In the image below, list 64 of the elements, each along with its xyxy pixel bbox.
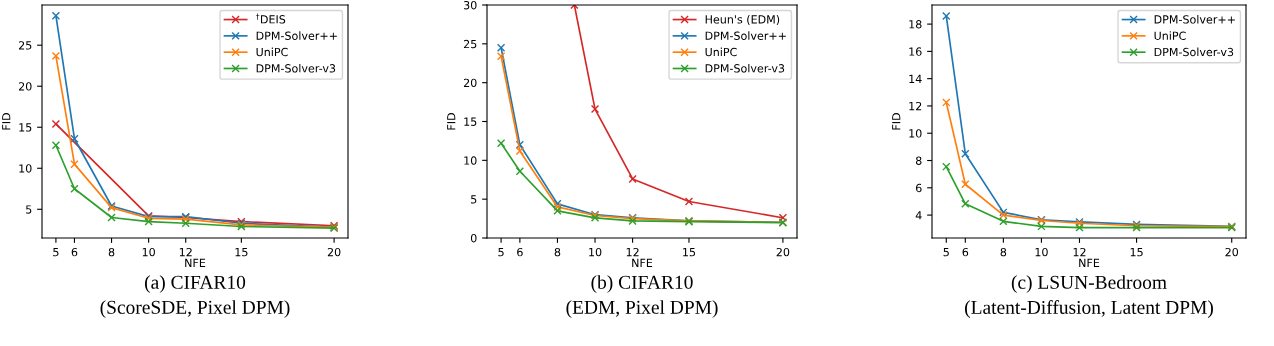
y-tick-label: 20	[463, 78, 477, 88]
legend-label: DPM-Solver++	[256, 31, 337, 40]
y-tick-label: 18	[909, 20, 922, 29]
x-tick-label: 15	[683, 248, 696, 257]
text: (c) LSUN-Bedroom	[1011, 275, 1167, 293]
text: (EDM, Pixel DPM)	[566, 300, 718, 318]
x-tick-label: 5	[53, 248, 59, 257]
y-tick-label: 5	[26, 205, 32, 214]
legend-label: $^{†}$DEIS	[255, 13, 286, 24]
x-tick-label: 8	[108, 247, 115, 257]
y-tick-label: 30	[463, 0, 477, 10]
x-tick-label: 6	[962, 247, 969, 257]
y-tick-label: 16	[909, 47, 922, 56]
x-tick-label: 8	[554, 247, 561, 257]
y-tick-label: 10	[909, 129, 922, 138]
y-tick-label: 4	[915, 211, 922, 220]
y-tick-label: 25	[18, 41, 32, 50]
text: (ScoreSDE, Pixel DPM)	[100, 300, 290, 318]
x-axis-title: NFE	[632, 258, 653, 267]
x-tick-label: 5	[498, 248, 504, 257]
legend-label: DPM-Solver-v3	[256, 63, 336, 73]
y-tick-label: 20	[18, 82, 32, 91]
x-tick-label: 12	[626, 247, 639, 257]
x-tick-label: 12	[1073, 247, 1086, 257]
x-tick-label: 15	[1130, 248, 1143, 257]
y-tick-label: 10	[464, 156, 477, 165]
x-tick-label: 6	[71, 247, 78, 257]
y-tick-label: 25	[463, 39, 477, 49]
legend-label: UniPC	[705, 47, 737, 57]
y-tick-label: 14	[909, 74, 922, 83]
x-tick-label: 10	[589, 247, 602, 257]
x-tick-label: 20	[327, 247, 341, 257]
legend-label: DPM-Solver-v3	[1154, 47, 1234, 57]
legend-label: UniPC	[1154, 31, 1186, 40]
legend-label: DPM-Solver++	[705, 31, 786, 40]
y-tick-label: 12	[909, 101, 922, 111]
x-tick-label: 8	[1000, 247, 1007, 257]
x-tick-label: 10	[142, 247, 155, 257]
x-axis-title: NFE	[185, 258, 206, 267]
y-tick-label: 10	[19, 164, 32, 173]
legend-label: UniPC	[256, 47, 288, 57]
y-tick-label: 5	[471, 195, 477, 204]
y-tick-label: 15	[464, 117, 477, 126]
x-tick-label: 15	[235, 248, 248, 257]
y-axis-title: FID	[447, 113, 456, 130]
x-axis-title: NFE	[1079, 258, 1100, 267]
x-tick-label: 6	[517, 247, 523, 257]
y-tick-label: 0	[470, 233, 477, 243]
x-tick-label: 5	[943, 248, 949, 257]
legend-label: Heun's (EDM)	[705, 15, 780, 25]
legend-label: DPM-Solver-v3	[705, 63, 785, 73]
y-tick-label: 8	[915, 156, 922, 165]
x-tick-label: 12	[179, 247, 192, 257]
y-axis-title: FID	[892, 113, 901, 130]
x-tick-label: 20	[1225, 247, 1239, 257]
legend-label: DPM-Solver++	[1154, 15, 1235, 24]
x-tick-label: 20	[776, 247, 790, 257]
y-axis-title: FID	[2, 113, 11, 130]
y-tick-label: 6	[915, 183, 922, 193]
x-tick-label: 10	[1035, 247, 1048, 257]
text: (Latent-Diffusion, Latent DPM)	[965, 300, 1213, 318]
y-tick-label: 15	[19, 123, 32, 132]
text: (b) CIFAR10	[591, 275, 693, 293]
text: (a) CIFAR10	[144, 275, 246, 293]
